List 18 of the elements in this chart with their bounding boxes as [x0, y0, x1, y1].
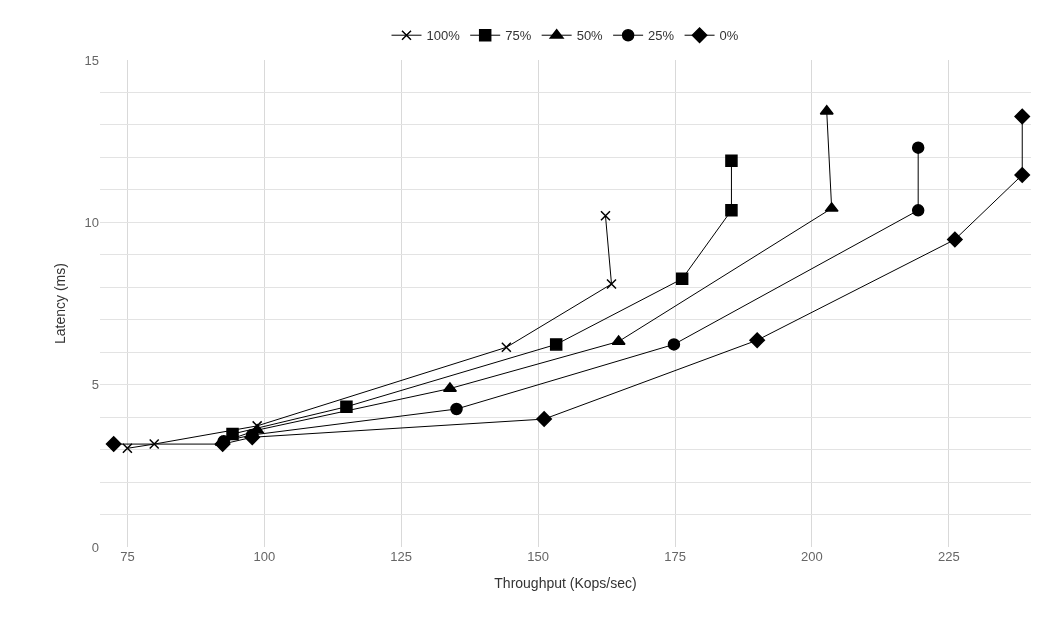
legend-label: 75%: [505, 28, 532, 44]
x-tick-label: 225: [938, 549, 960, 564]
y-tick-label: 5: [91, 377, 99, 393]
x-tick-label: 100: [253, 549, 276, 564]
x-tick-label: 75: [120, 549, 135, 564]
legend-label: 0%: [719, 28, 739, 44]
legend-label: 100%: [426, 28, 461, 44]
y-tick-label: 15: [84, 52, 99, 68]
x-axis-title: Throughput (Kops/sec): [494, 575, 637, 592]
x-tick-label: 200: [801, 549, 823, 564]
legend-label: 25%: [648, 28, 675, 44]
x-tick-label: 175: [664, 549, 686, 564]
x-tick-label: 150: [527, 549, 549, 564]
y-axis-title: Latency (ms): [52, 263, 69, 344]
y-tick-label: 0: [91, 539, 99, 555]
x-tick-label: 125: [390, 549, 413, 564]
y-tick-label: 10: [84, 214, 99, 230]
legend-label: 50%: [576, 28, 604, 44]
